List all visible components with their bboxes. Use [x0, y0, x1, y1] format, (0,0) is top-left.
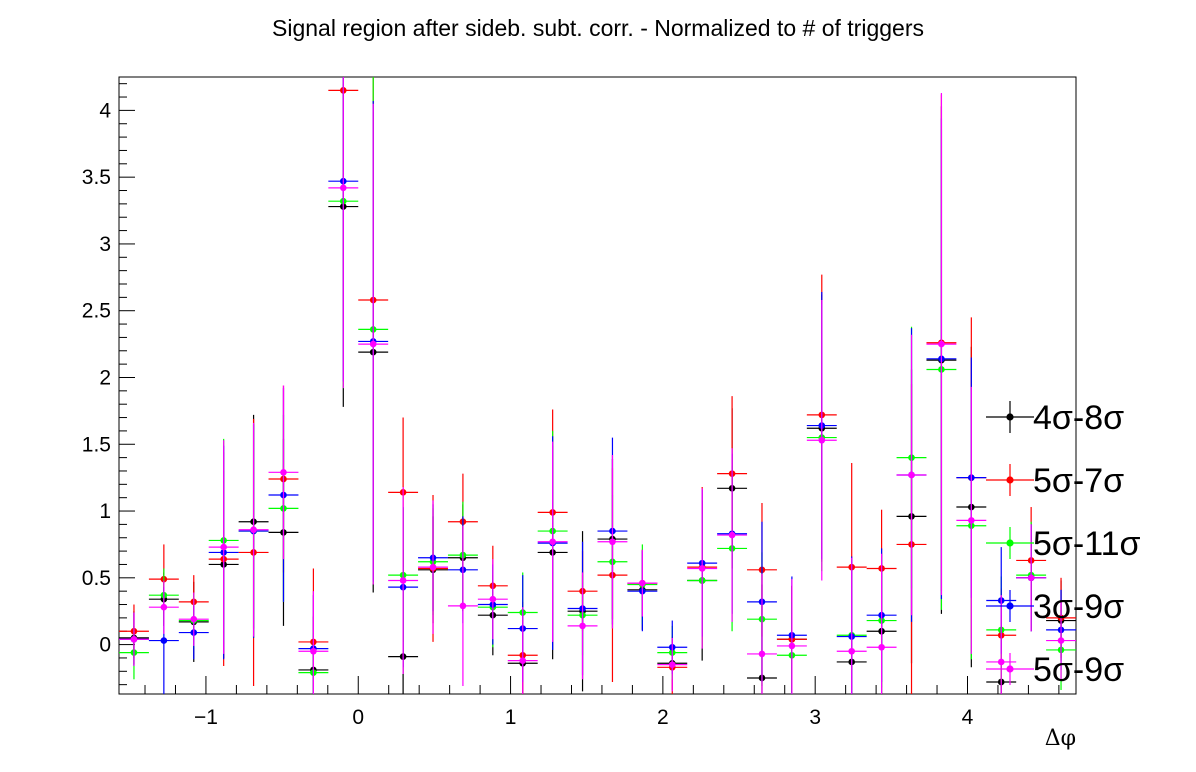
legend: 4σ-8σ 5σ-7σ 5σ-11σ 3σ-9σ 5σ-9σ: [986, 399, 1141, 689]
legend-marker: [1006, 413, 1014, 421]
series-5: [119, 77, 1076, 694]
legend-label: 3σ-9σ: [1033, 588, 1124, 626]
data-point: [848, 647, 856, 655]
data-point: [1027, 574, 1035, 582]
data-point: [639, 579, 646, 587]
data-point: [549, 538, 556, 546]
data-point: [878, 643, 885, 651]
data-point: [968, 517, 975, 524]
data-point: [489, 595, 497, 603]
series-layer: [119, 77, 1076, 694]
data-point: [339, 184, 347, 192]
data-point: [250, 526, 257, 534]
legend-marker: [1006, 602, 1014, 610]
x-tick-label: −1: [194, 706, 218, 729]
legend-label: 4σ-8σ: [1033, 399, 1124, 437]
series-4: [119, 77, 1076, 694]
data-point: [399, 577, 407, 584]
y-tick-label: 1.5: [82, 433, 111, 456]
y-axis: 0 0.5 1 1.5 2 2.5 3 3.5 4: [82, 83, 135, 686]
y-tick-label: 3: [99, 233, 111, 256]
data-point: [1057, 637, 1065, 644]
legend-label: 5σ-9σ: [1033, 651, 1124, 689]
data-point: [728, 531, 736, 539]
legend-entry: 4σ-8σ: [986, 399, 1124, 437]
x-tick-label: 4: [962, 706, 974, 729]
legend-entry: 5σ-9σ: [986, 651, 1124, 689]
y-tick-label: 2.5: [82, 300, 111, 323]
data-point: [758, 650, 766, 658]
y-tick-label: 0.5: [82, 567, 111, 590]
data-point: [997, 658, 1005, 666]
data-point: [459, 602, 467, 610]
x-tick-label: 2: [657, 706, 669, 729]
series-3: [119, 77, 1076, 694]
y-tick-label: 4: [99, 99, 111, 122]
legend-label: 5σ-7σ: [1033, 462, 1124, 500]
data-point: [908, 471, 915, 479]
data-point: [190, 615, 198, 623]
data-point: [160, 637, 168, 644]
data-point: [579, 622, 586, 630]
x-axis-label: Δφ: [1045, 726, 1076, 751]
y-tick-label: 1: [99, 500, 111, 523]
legend-marker: [1006, 665, 1014, 673]
data-point: [818, 436, 826, 444]
legend-marker: [1006, 476, 1014, 484]
data-point: [429, 563, 437, 571]
y-tick-label: 0: [99, 634, 111, 657]
chart-title: Signal region after sideb. subt. corr. -…: [272, 15, 924, 41]
y-tick-label: 3.5: [82, 166, 111, 189]
data-point: [310, 647, 317, 655]
legend-entry: 5σ-11σ: [986, 525, 1141, 563]
x-tick-label: 3: [809, 706, 821, 729]
x-tick-label: 0: [352, 706, 364, 729]
legend-entry: 3σ-9σ: [986, 588, 1124, 626]
data-point: [938, 340, 945, 348]
y-tick-label: 2: [99, 366, 111, 389]
data-point: [698, 565, 706, 572]
data-point: [369, 340, 377, 348]
x-tick-label: 1: [505, 706, 517, 729]
plot-frame: [118, 76, 1077, 695]
data-point: [609, 538, 616, 546]
data-point: [668, 661, 676, 668]
series-1: [119, 77, 1076, 694]
legend-entry: 5σ-7σ: [986, 462, 1124, 500]
x-axis: −1 0 1 2 3 4: [144, 676, 1060, 729]
data-point: [160, 603, 168, 611]
data-point: [280, 469, 287, 476]
legend-label: 5σ-11σ: [1033, 525, 1141, 563]
data-point: [220, 543, 227, 551]
data-point: [788, 642, 796, 650]
data-point: [130, 635, 138, 643]
legend-marker: [1006, 539, 1014, 547]
data-point: [519, 657, 527, 664]
